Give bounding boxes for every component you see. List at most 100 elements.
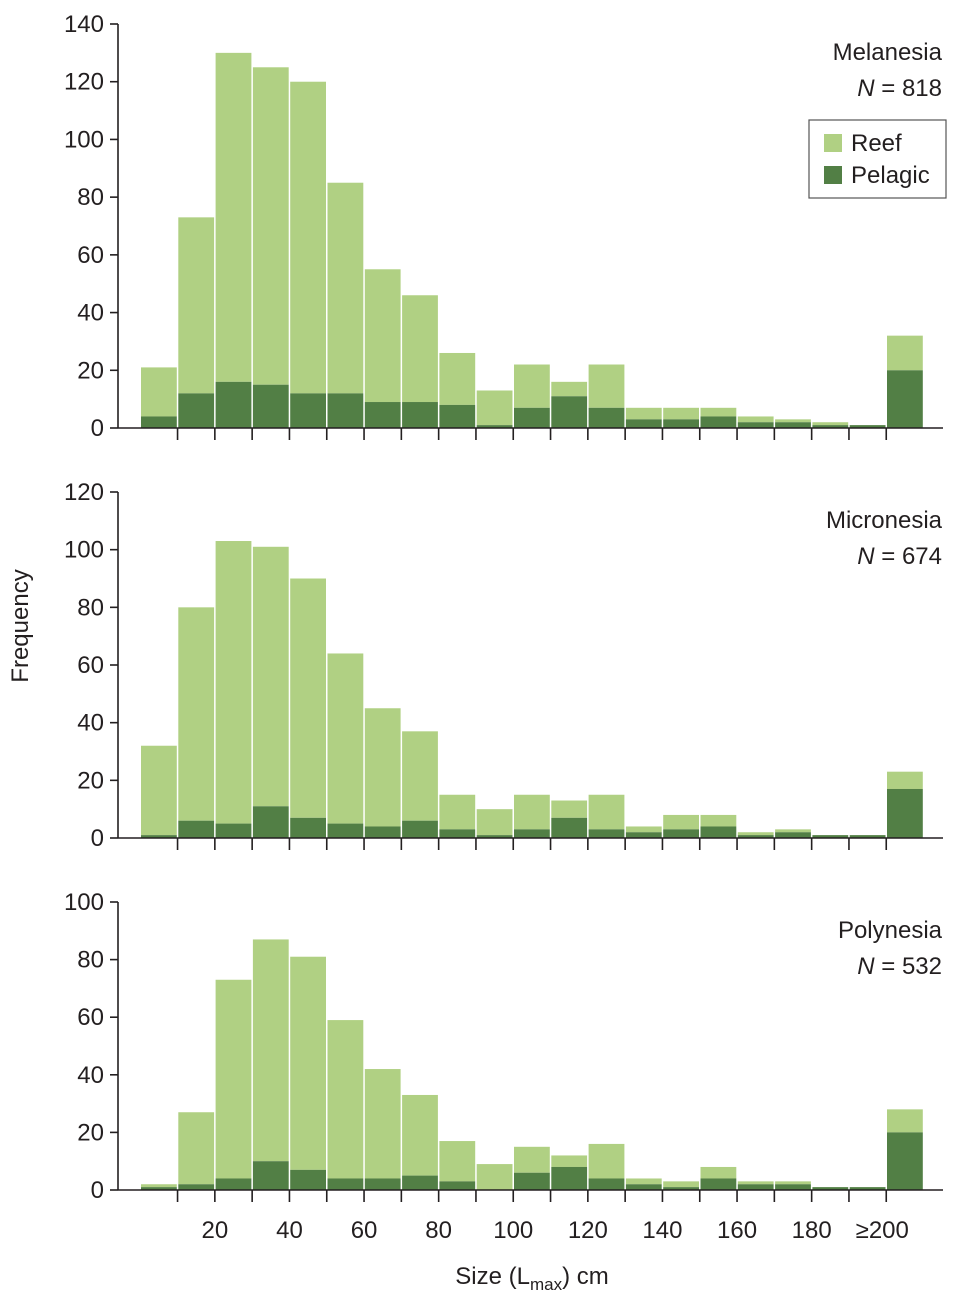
bar-pelagic-15 <box>700 416 737 428</box>
bar-pelagic-6 <box>364 826 401 838</box>
y-tick-label: 60 <box>77 242 104 269</box>
bar-reef-8 <box>439 352 476 405</box>
legend-box <box>808 119 947 199</box>
bar-reef-11 <box>551 800 588 818</box>
bar-reef-0 <box>141 1184 177 1188</box>
sample-size-symbol: N <box>857 953 875 980</box>
bar-reef-3 <box>252 67 289 385</box>
bar-reef-2 <box>215 979 252 1179</box>
panels: 0 20 40 60 80 100 120 140 Melanesia N = 818 0 20 40 6… <box>64 11 943 1244</box>
y-tick-label: 0 <box>91 415 104 442</box>
bar-reef-20 <box>887 1109 923 1133</box>
sample-size-label: N = 674 <box>857 543 942 570</box>
bar-pelagic-0 <box>141 835 177 838</box>
bar-pelagic-16 <box>737 835 774 838</box>
bar-reef-5 <box>327 1020 364 1179</box>
bar-pelagic-0 <box>141 416 177 428</box>
x-tick-label: ≥200 <box>856 1217 909 1244</box>
bar-reef-3 <box>252 546 289 807</box>
bar-reef-6 <box>364 708 401 827</box>
bar-reef-10 <box>514 364 550 408</box>
bar-reef-16 <box>737 1181 774 1185</box>
panel-micronesia: 0 20 40 60 80 100 120 Micronesia N = 674 <box>64 479 943 852</box>
bar-pelagic-15 <box>700 826 737 838</box>
bar-pelagic-16 <box>737 422 774 428</box>
bar-reef-9 <box>476 1164 513 1190</box>
bar-reef-8 <box>439 794 476 830</box>
bar-pelagic-14 <box>663 419 699 428</box>
bar-pelagic-19 <box>849 1187 886 1190</box>
y-tick-label: 80 <box>77 594 104 621</box>
bar-pelagic-10 <box>514 1172 550 1190</box>
bar-pelagic-4 <box>290 393 326 428</box>
bar-reef-5 <box>327 653 364 824</box>
bar-reef-4 <box>290 578 326 818</box>
bar-reef-1 <box>178 607 215 821</box>
bar-pelagic-19 <box>849 425 886 428</box>
bar-pelagic-11 <box>551 396 588 428</box>
bar-reef-9 <box>476 390 513 426</box>
y-tick-label: 100 <box>64 126 104 153</box>
y-tick-label: 120 <box>64 479 104 506</box>
bar-reef-15 <box>700 814 737 827</box>
bar-reef-14 <box>663 814 699 830</box>
bar-pelagic-5 <box>327 393 364 428</box>
x-tick-label: 80 <box>425 1217 452 1244</box>
bar-pelagic-6 <box>364 402 401 428</box>
bar-reef-1 <box>178 1112 215 1185</box>
bar-reef-6 <box>364 1069 401 1179</box>
bar-pelagic-2 <box>215 381 252 428</box>
bar-reef-12 <box>588 794 625 830</box>
bar-pelagic-13 <box>625 419 662 428</box>
bar-reef-13 <box>625 826 662 833</box>
legend: Reef Pelagic <box>808 119 947 199</box>
bar-pelagic-1 <box>178 820 215 838</box>
bar-reef-7 <box>402 731 438 821</box>
bar-reef-14 <box>663 407 699 420</box>
bar-reef-15 <box>700 407 737 417</box>
x-tick-label: 100 <box>493 1217 533 1244</box>
bar-reef-7 <box>402 1094 438 1176</box>
y-tick-label: 80 <box>77 947 104 974</box>
bar-pelagic-5 <box>327 823 364 838</box>
bar-reef-6 <box>364 269 401 403</box>
legend-label-reef: Reef <box>851 130 902 157</box>
bar-reef-1 <box>178 217 215 394</box>
bar-pelagic-0 <box>141 1187 177 1190</box>
bar-reef-0 <box>141 367 177 417</box>
bar-pelagic-19 <box>849 835 886 838</box>
y-tick-label: 20 <box>77 1119 104 1146</box>
x-tick-label: 180 <box>792 1217 832 1244</box>
sample-size-value: = 532 <box>875 953 942 980</box>
panel-melanesia: 0 20 40 60 80 100 120 140 Melanesia N = 818 <box>64 11 943 442</box>
legend-swatch-pelagic <box>824 166 842 184</box>
bar-reef-20 <box>887 335 923 371</box>
bar-pelagic-18 <box>812 425 849 428</box>
bar-reef-10 <box>514 1146 550 1173</box>
bar-reef-17 <box>775 419 811 423</box>
sample-size-symbol: N <box>857 543 875 570</box>
bar-reef-0 <box>141 745 177 836</box>
bar-pelagic-8 <box>439 1181 476 1190</box>
x-tick-labels: 20 40 60 80 100 120 140 160 180 ≥200 <box>201 1217 908 1244</box>
legend-swatch-reef <box>824 134 842 152</box>
y-tick-label: 20 <box>77 767 104 794</box>
bar-pelagic-18 <box>812 835 849 838</box>
bar-pelagic-1 <box>178 393 215 428</box>
bar-pelagic-13 <box>625 832 662 838</box>
bar-pelagic-2 <box>215 1178 252 1190</box>
y-tick-label: 60 <box>77 652 104 679</box>
bar-pelagic-7 <box>402 1175 438 1190</box>
x-axis-label-unit: ) cm <box>562 1263 609 1290</box>
y-tick-label: 100 <box>64 537 104 564</box>
bar-reef-14 <box>663 1181 699 1188</box>
sample-size-value: = 818 <box>875 75 942 102</box>
bar-reef-2 <box>215 52 252 382</box>
y-tick-label: 0 <box>91 825 104 852</box>
bar-pelagic-4 <box>290 817 326 838</box>
sample-size-symbol: N <box>857 75 875 102</box>
bar-pelagic-7 <box>402 402 438 428</box>
panel-polynesia: 0 20 40 60 80 100 Polynesia N = 532 <box>64 889 943 1204</box>
bar-reef-16 <box>737 416 774 423</box>
bar-reef-15 <box>700 1166 737 1179</box>
